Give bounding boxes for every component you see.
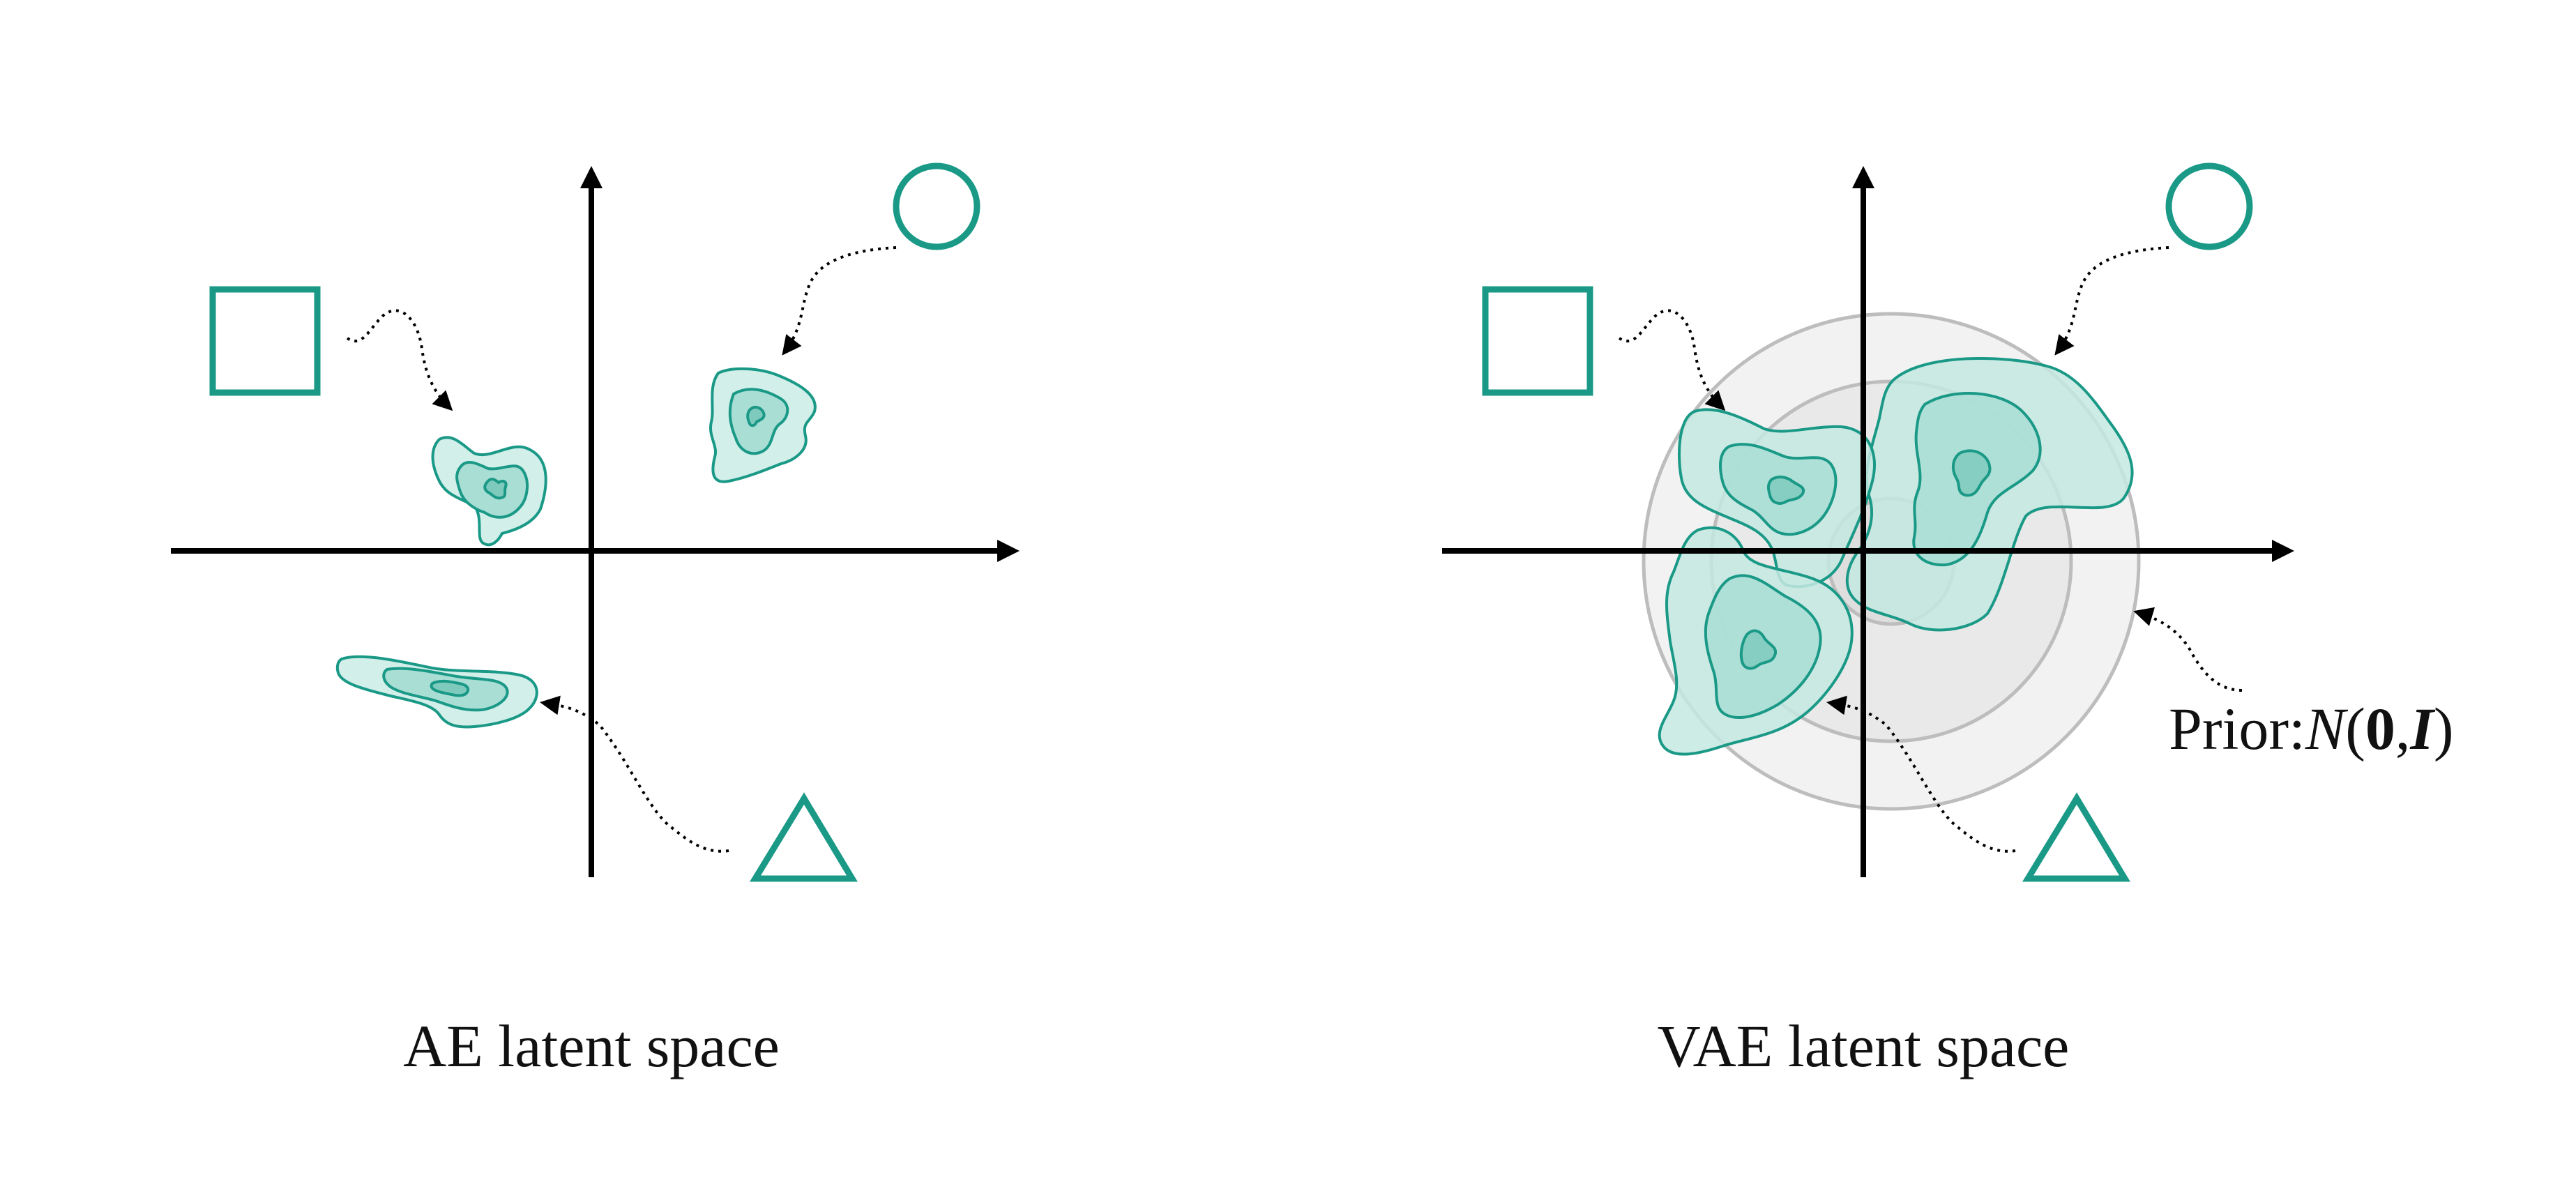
vae-panel	[1442, 162, 2294, 882]
vae-square-cluster	[1678, 408, 1876, 589]
vae-panel-caption: VAE latent space	[1657, 1013, 2070, 1079]
ae-x-axis-arrowhead	[997, 540, 1020, 562]
ae-square-pointer-arrow	[346, 309, 453, 411]
vae-circle-pointer-arrow	[2054, 246, 2169, 356]
ae-square-cluster	[431, 436, 547, 547]
vae-triangle-cluster	[1658, 526, 1854, 756]
ae-triangle-cluster	[335, 655, 538, 729]
square-shape-icon	[209, 286, 321, 396]
circle-shape-icon	[2165, 162, 2253, 250]
vae-circle-cluster	[1845, 356, 2134, 632]
prior-distribution-symbol: N	[2305, 695, 2346, 762]
ae-circle-pointer-arrow	[782, 246, 897, 356]
vae-square-pointer-arrow	[1618, 309, 1726, 411]
triangle-shape-icon	[2022, 792, 2130, 882]
vae-x-axis-arrowhead	[2272, 540, 2294, 562]
prior-open-paren: (	[2345, 695, 2365, 762]
prior-label-prefix: Prior:	[2169, 695, 2305, 762]
prior-comma: ,	[2395, 695, 2411, 762]
ae-y-axis-arrowhead	[580, 166, 603, 188]
vae-y-axis-arrowhead	[1852, 166, 1874, 188]
triangle-shape-icon	[749, 792, 858, 882]
prior-pointer-arrow	[2133, 607, 2243, 692]
prior-close-paren: )	[2433, 695, 2454, 762]
circle-shape-icon	[893, 162, 980, 250]
square-shape-icon	[1482, 286, 1593, 396]
ae-panel-caption: AE latent space	[403, 1013, 780, 1079]
ae-circle-cluster	[709, 367, 817, 483]
prior-identity-matrix: I	[2410, 695, 2434, 762]
ae-panel	[171, 162, 1020, 882]
ae-triangle-pointer-arrow	[540, 695, 729, 853]
prior-label: Prior:N(0,I)	[2169, 694, 2454, 764]
prior-mean-vector: 0	[2365, 695, 2395, 762]
